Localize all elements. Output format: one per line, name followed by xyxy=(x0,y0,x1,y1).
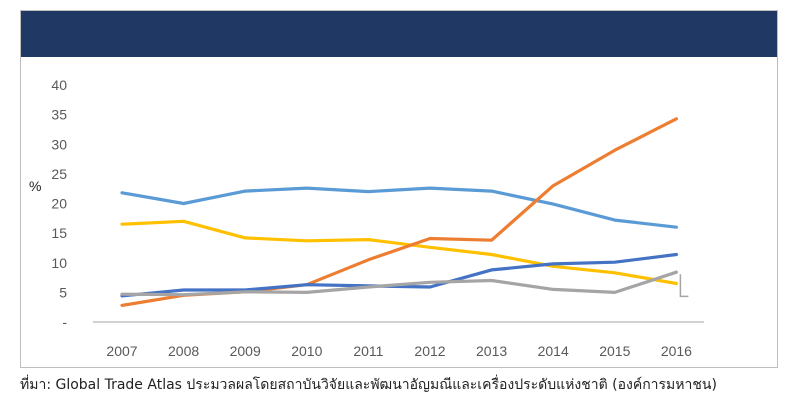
x-tick-label: 2015 xyxy=(599,343,630,359)
series-line-4 xyxy=(120,252,679,298)
series-line-3 xyxy=(120,117,679,307)
x-tick-label: 2011 xyxy=(353,343,383,359)
y-axis-label: % xyxy=(29,178,41,194)
end-marker xyxy=(679,274,689,298)
y-tick-label: 5 xyxy=(59,284,67,300)
y-tick-label: - xyxy=(62,314,67,330)
line-chart: - 5 10 15 20 25 30 35 40 2007 2008 2009 2010 2011 201… xyxy=(29,77,704,359)
series-line-2 xyxy=(120,219,679,286)
y-tick-label: 40 xyxy=(51,77,67,93)
y-tick-label: 25 xyxy=(51,166,67,182)
x-tick-label: 2008 xyxy=(168,343,199,359)
x-tick-label: 2007 xyxy=(106,343,137,359)
y-tick-label: 35 xyxy=(51,107,67,123)
chart-banner xyxy=(21,11,777,57)
y-tick-label: 15 xyxy=(51,225,67,241)
x-tick-label: 2014 xyxy=(538,343,569,359)
x-tick-label: 2016 xyxy=(661,343,692,359)
x-tick-label: 2010 xyxy=(291,343,322,359)
series-line-1 xyxy=(120,186,679,229)
x-tick-label: 2013 xyxy=(476,343,507,359)
y-tick-label: 30 xyxy=(51,136,67,152)
x-tick-label: 2009 xyxy=(230,343,261,359)
chart-frame: - 5 10 15 20 25 30 35 40 2007 2008 2009 2010 2011 201… xyxy=(20,10,778,368)
y-tick-label: 20 xyxy=(51,196,67,212)
series-line-5 xyxy=(120,270,679,297)
source-note: ที่มา: Global Trade Atlas ประมวลผลโดยสถา… xyxy=(20,377,717,393)
y-tick-label: 10 xyxy=(51,255,67,271)
x-tick-label: 2012 xyxy=(414,343,445,359)
